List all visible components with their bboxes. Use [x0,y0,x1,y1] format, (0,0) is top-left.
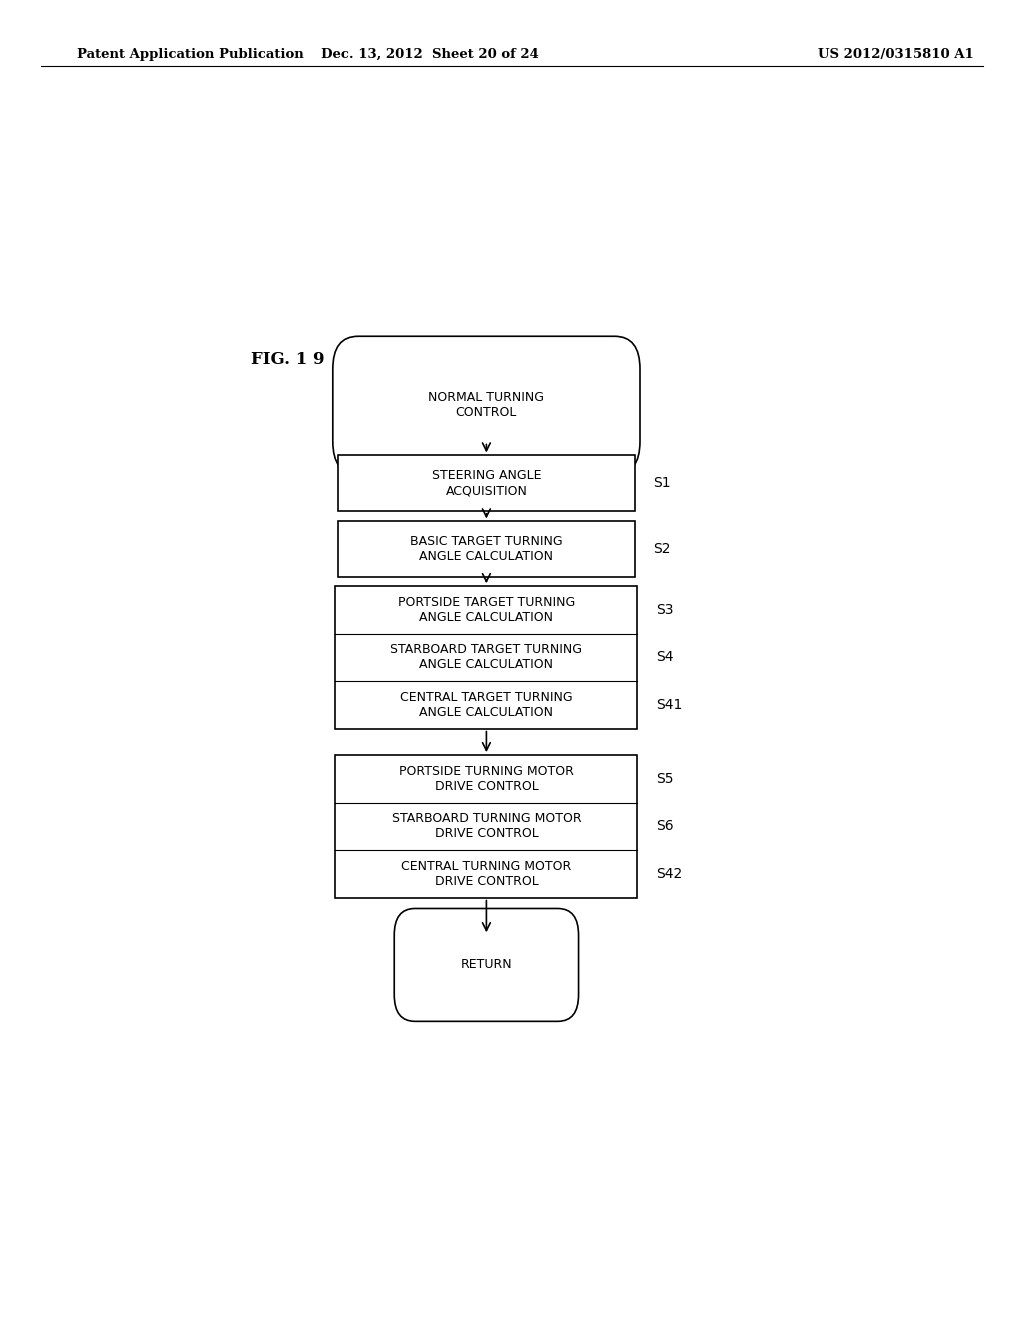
Text: S1: S1 [653,477,671,490]
FancyBboxPatch shape [394,908,579,1022]
Text: S6: S6 [655,820,674,833]
Bar [336,586,637,729]
Text: STARBOARD TURNING MOTOR
DRIVE CONTROL: STARBOARD TURNING MOTOR DRIVE CONTROL [391,812,582,841]
Text: PORTSIDE TARGET TURNING
ANGLE CALCULATION: PORTSIDE TARGET TURNING ANGLE CALCULATIO… [397,595,575,624]
Bar [338,521,635,577]
Bar [336,755,637,898]
Text: CENTRAL TARGET TURNING
ANGLE CALCULATION: CENTRAL TARGET TURNING ANGLE CALCULATION [400,690,572,719]
Text: S4: S4 [655,651,674,664]
Text: RETURN: RETURN [461,958,512,972]
Text: NORMAL TURNING
CONTROL: NORMAL TURNING CONTROL [428,391,545,420]
Text: S42: S42 [655,867,682,880]
Text: BASIC TARGET TURNING
ANGLE CALCULATION: BASIC TARGET TURNING ANGLE CALCULATION [410,535,563,564]
FancyBboxPatch shape [333,337,640,474]
Text: S5: S5 [655,772,674,785]
Text: Patent Application Publication: Patent Application Publication [77,48,303,61]
Text: S41: S41 [655,698,682,711]
Text: CENTRAL TURNING MOTOR
DRIVE CONTROL: CENTRAL TURNING MOTOR DRIVE CONTROL [401,859,571,888]
Text: US 2012/0315810 A1: US 2012/0315810 A1 [818,48,974,61]
Text: S3: S3 [655,603,674,616]
Text: STARBOARD TARGET TURNING
ANGLE CALCULATION: STARBOARD TARGET TURNING ANGLE CALCULATI… [390,643,583,672]
Text: Dec. 13, 2012  Sheet 20 of 24: Dec. 13, 2012 Sheet 20 of 24 [322,48,539,61]
Bar [338,455,635,511]
Text: PORTSIDE TURNING MOTOR
DRIVE CONTROL: PORTSIDE TURNING MOTOR DRIVE CONTROL [399,764,573,793]
Text: S2: S2 [653,543,671,556]
Text: FIG. 1 9: FIG. 1 9 [251,351,325,367]
Text: STEERING ANGLE
ACQUISITION: STEERING ANGLE ACQUISITION [432,469,541,498]
